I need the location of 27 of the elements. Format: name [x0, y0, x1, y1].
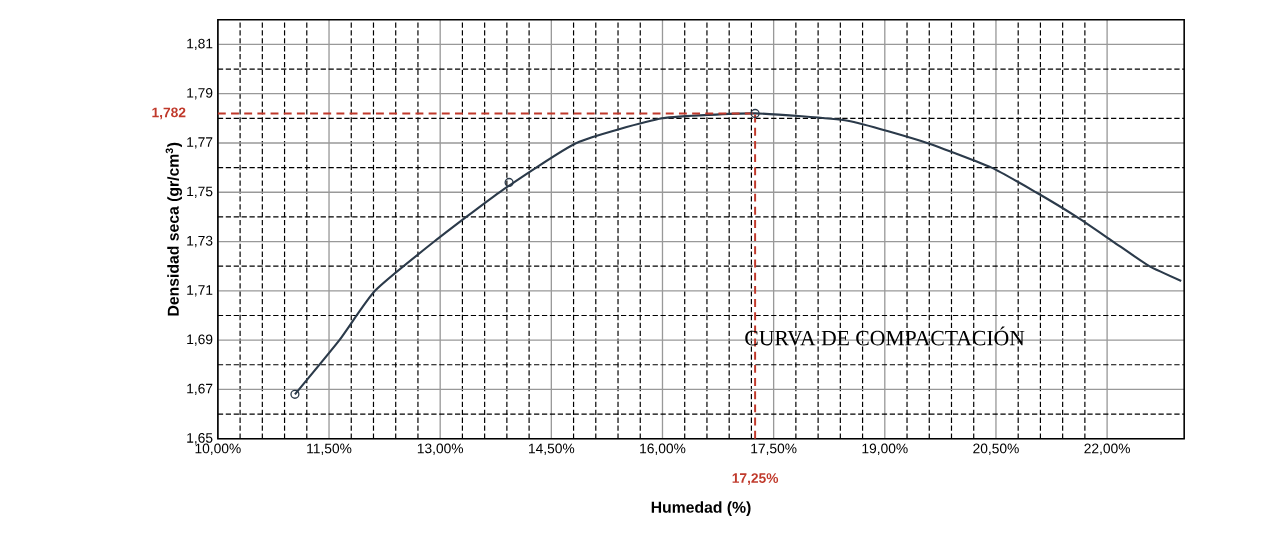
- x-axis-title: Humedad (%): [651, 501, 751, 516]
- point: [290, 389, 300, 399]
- y-tick-label: 1,71: [187, 285, 213, 297]
- point: [750, 108, 760, 118]
- y-tick-label: 1,67: [187, 383, 213, 395]
- x-tick-label: 20,50%: [973, 443, 1019, 455]
- point: [504, 177, 514, 187]
- y-tick-label: 1,75: [187, 186, 213, 198]
- x-tick-label: 10,00%: [195, 443, 241, 455]
- y-tick-label: 1,77: [187, 137, 213, 149]
- y-tick-label: 1,69: [187, 334, 213, 346]
- x-tick-label: 13,00%: [417, 443, 464, 455]
- y-axis-title: Densidad seca (gr/cm$^{3}$): [165, 142, 183, 316]
- x-tick-label: 16,00%: [640, 443, 686, 455]
- text: CURVA DE COMPACTACIÓN: [745, 326, 1025, 346]
- y-tick-label: 1,81: [187, 38, 213, 50]
- y-tick-label: 1,73: [187, 235, 213, 248]
- x-tick-label: 14,50%: [529, 443, 575, 455]
- x-tick-label: 17,50%: [751, 443, 797, 455]
- x-tick-label: 22,00%: [1084, 443, 1130, 455]
- x-tick-label: 11,50%: [307, 443, 352, 455]
- y-tick-label: 1,65: [187, 432, 213, 445]
- x-tick-label: 19,00%: [862, 443, 908, 455]
- line-series: [293, 112, 1183, 396]
- ref-line-label: 1,782: [152, 107, 186, 120]
- ref-line-label: 17,25%: [732, 473, 779, 485]
- y-tick-label: 1,79: [187, 87, 213, 100]
